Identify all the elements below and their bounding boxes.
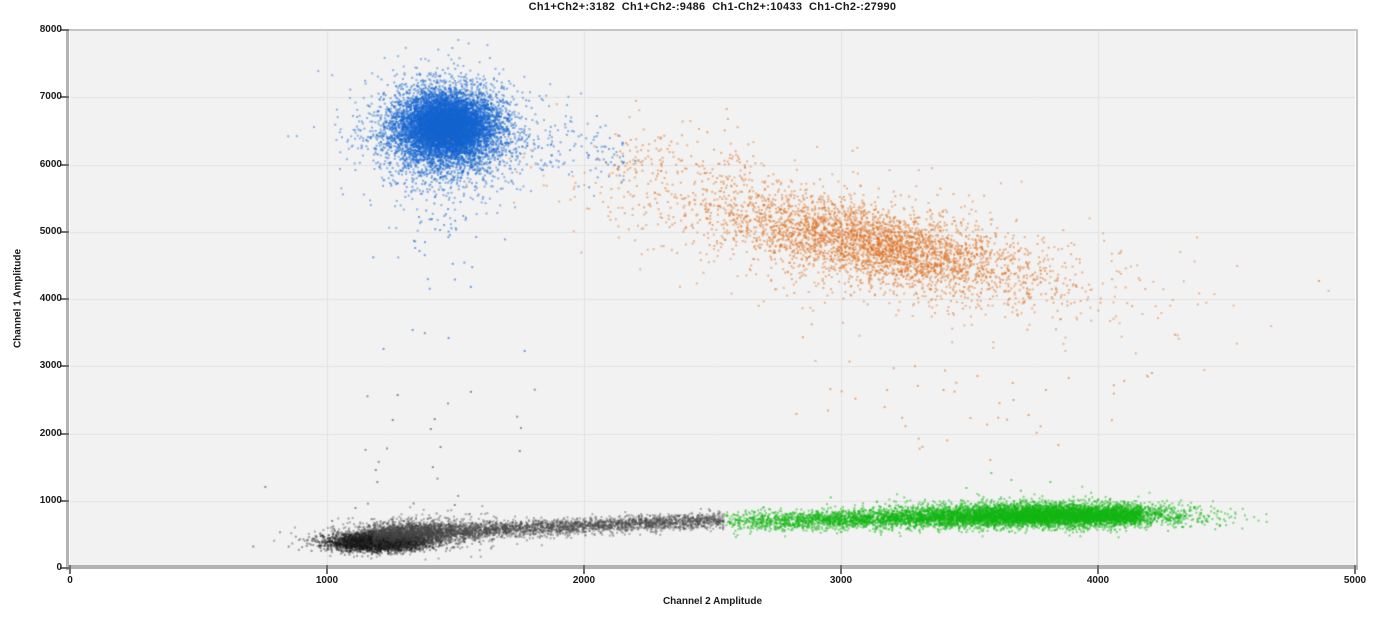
x-tick-mark	[69, 565, 71, 574]
y-tick-mark	[60, 164, 69, 166]
y-tick-label: 7000	[39, 91, 62, 102]
y-tick-mark	[60, 29, 69, 31]
x-tick-mark	[326, 565, 328, 574]
y-tick-label: 5000	[39, 226, 62, 237]
x-tick-mark	[1097, 565, 1099, 574]
y-tick-label: 2000	[39, 428, 62, 439]
plot-frame-top	[67, 29, 1358, 31]
y-tick-mark	[60, 365, 69, 367]
y-tick-label: 0	[56, 562, 62, 573]
y-tick-mark	[60, 96, 69, 98]
y-tick-mark	[60, 298, 69, 300]
x-tick-label: 2000	[572, 575, 596, 586]
y-tick-mark	[60, 433, 69, 435]
x-tick-label: 5000	[1343, 575, 1367, 586]
x-tick-mark	[840, 565, 842, 574]
plot-frame-right	[1356, 29, 1358, 570]
chart-title: Ch1+Ch2+:3182 Ch1+Ch2-:9486 Ch1-Ch2+:104…	[528, 1, 897, 13]
x-tick-mark	[1354, 565, 1356, 574]
y-tick-label: 6000	[39, 159, 62, 170]
x-tick-label: 1000	[315, 575, 339, 586]
x-tick-mark	[583, 565, 585, 574]
x-tick-label: 0	[67, 575, 73, 586]
y-tick-mark	[60, 500, 69, 502]
x-tick-label: 3000	[829, 575, 853, 586]
y-tick-label: 3000	[39, 360, 62, 371]
y-tick-label: 1000	[39, 495, 62, 506]
plot-canvas[interactable]	[70, 30, 1355, 568]
x-tick-label: 4000	[1086, 575, 1110, 586]
y-tick-mark	[60, 567, 69, 569]
y-tick-label: 8000	[39, 24, 62, 35]
x-axis-title: Channel 2 Amplitude	[662, 596, 763, 607]
y-tick-label: 4000	[39, 293, 62, 304]
x-axis-line	[66, 565, 1358, 569]
y-tick-mark	[60, 231, 69, 233]
